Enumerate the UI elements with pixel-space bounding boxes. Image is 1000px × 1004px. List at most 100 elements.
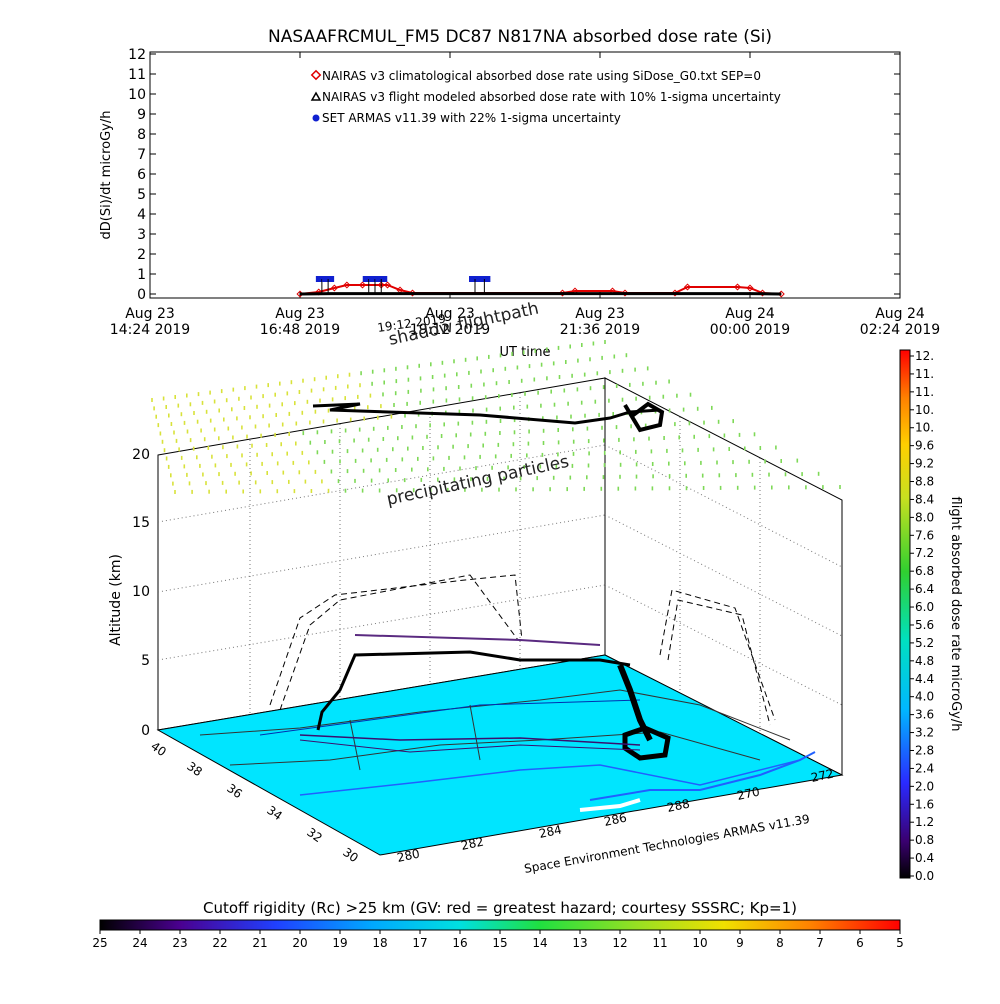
alt-tick-5: 5: [141, 653, 150, 669]
dose-tick-label: 0.8: [915, 833, 934, 847]
dose-tick-label: 10.: [915, 403, 934, 417]
rc-colorbar: Cutoff rigidity (Rc) >25 km (GV: red = g…: [92, 899, 903, 950]
legend-label: SET ARMAS v11.39 with 22% 1-sigma uncert…: [322, 111, 621, 125]
alt-tick-20: 20: [132, 447, 150, 463]
rc-tick-label: 18: [372, 936, 387, 950]
dose-tick-label: 5.2: [915, 636, 934, 650]
dose-tick-label: 1.6: [915, 797, 934, 811]
dose-tick-label: 8.4: [915, 492, 934, 506]
rc-tick-label: 13: [572, 936, 587, 950]
y-tick-label: 0: [137, 287, 146, 303]
alt-tick-10: 10: [132, 584, 150, 600]
dose-tick-label: 4.4: [915, 672, 934, 686]
dose-tick-label: 6.0: [915, 600, 934, 614]
dose-colorbar-gradient: [900, 350, 910, 878]
y-tick-label: 8: [137, 127, 146, 143]
dose-tick-label: 10.: [915, 421, 934, 435]
rc-tick-label: 6: [856, 936, 864, 950]
rc-tick-label: 16: [452, 936, 467, 950]
rc-tick-label: 24: [132, 936, 147, 950]
y-tick-label: 11: [128, 67, 146, 83]
dose-tick-label: 2.0: [915, 779, 934, 793]
x-axis-label: UT time: [500, 345, 551, 360]
y-tick-label: 10: [128, 87, 146, 103]
chart-title: NASAAFRCMUL_FM5 DC87 N817NA absorbed dos…: [268, 27, 772, 47]
x-tick-label: 21:36 2019: [560, 322, 640, 338]
rc-tick-label: 19: [332, 936, 347, 950]
rc-tick-label: 15: [492, 936, 507, 950]
dose-tick-label: 5.6: [915, 618, 934, 632]
rc-tick-label: 5: [896, 936, 904, 950]
x-tick-label: 00:00 2019: [710, 322, 790, 338]
y-tick-label: 1: [137, 267, 146, 283]
y-tick-label: 2: [137, 247, 146, 263]
rc-tick-label: 8: [776, 936, 784, 950]
rc-tick-label: 10: [692, 936, 707, 950]
dose-tick-label: 9.6: [915, 439, 934, 453]
dose-colorbar: 12. 11. 11. 10. 10. 9.6 9.2 8.8 8.4 8.0 7.6 7.2 6.8 6…: [900, 349, 963, 883]
rc-tick-label: 23: [172, 936, 187, 950]
precipitating-particles-label: precipitating particles: [385, 452, 571, 510]
rc-colorbar-label: Cutoff rigidity (Rc) >25 km (GV: red = g…: [203, 899, 797, 917]
plot-frame: [150, 52, 900, 298]
y-axis-label: dD(Si)/dt microGy/h: [99, 111, 114, 240]
alt-tick-0: 0: [141, 723, 150, 739]
altitude-axis: Altitude (km) 0 5 10 15 20: [108, 447, 150, 739]
lat-tick: 34: [264, 803, 285, 823]
rc-tick-label: 17: [412, 936, 427, 950]
rc-tick-label: 7: [816, 936, 824, 950]
rc-colorbar-gradient: [100, 920, 900, 930]
y-tick-label: 5: [137, 187, 146, 203]
dose-tick-label: 2.8: [915, 743, 934, 757]
rc-tick-label: 9: [736, 936, 744, 950]
y-tick-label: 6: [137, 167, 146, 183]
flight-track-top: [313, 404, 662, 430]
dose-tick-label: 6.4: [915, 582, 934, 596]
lat-tick: 40: [148, 739, 169, 759]
y-tick-label: 9: [137, 107, 146, 123]
x-tick-label: Aug 23: [575, 306, 625, 322]
y-tick-label: 3: [137, 227, 146, 243]
legend: NAIRAS v3 climatological absorbed dose r…: [312, 69, 781, 125]
dose-colorbar-ticks: 12. 11. 11. 10. 10. 9.6 9.2 8.8 8.4 8.0 7.6 7.2 6.8 6…: [910, 349, 934, 883]
x-tick-label: Aug 23: [275, 306, 325, 322]
dose-tick-label: 7.6: [915, 528, 934, 542]
dose-tick-label: 6.8: [915, 564, 934, 578]
y-tick-label: 12: [128, 47, 146, 63]
altitude-axis-label: Altitude (km): [108, 554, 124, 646]
x-tick-label: Aug 23: [125, 306, 175, 322]
rc-tick-label: 21: [252, 936, 267, 950]
series-layer: [297, 276, 784, 297]
rc-tick-label: 22: [212, 936, 227, 950]
rc-tick-label: 25: [92, 936, 107, 950]
rc-tick-label: 14: [532, 936, 547, 950]
dose-tick-label: 0.0: [915, 869, 934, 883]
x-tick-label: Aug 24: [725, 306, 775, 322]
dose-tick-label: 9.2: [915, 457, 934, 471]
dose-tick-label: 12.: [915, 349, 934, 363]
dose-tick-label: 7.2: [915, 546, 934, 560]
dose-tick-label: 3.6: [915, 708, 934, 722]
legend-label: NAIRAS v3 climatological absorbed dose r…: [322, 69, 761, 83]
y-tick-label: 7: [137, 147, 146, 163]
dose-tick-label: 8.8: [915, 475, 934, 489]
y-tick-label: 4: [137, 207, 146, 223]
dose-tick-label: 3.2: [915, 726, 934, 740]
dose-tick-label: 11.: [915, 385, 934, 399]
lat-tick: 38: [184, 759, 205, 779]
lat-tick: 32: [304, 825, 325, 845]
rc-tick-label: 12: [612, 936, 627, 950]
x-tick-label: 16:48 2019: [260, 322, 340, 338]
dose-tick-label: 8.0: [915, 510, 934, 524]
dose-tick-label: 4.0: [915, 690, 934, 704]
dose-tick-label: 11.: [915, 367, 934, 381]
rc-tick-label: 11: [652, 936, 667, 950]
legend-diamond-icon: [312, 71, 320, 79]
x-tick-label: 02:24 2019: [860, 322, 940, 338]
dose-colorbar-label: flight absorbed dose rate microGy/h: [948, 497, 963, 732]
legend-label: NAIRAS v3 flight modeled absorbed dose r…: [322, 90, 781, 104]
dose-tick-label: 2.4: [915, 761, 934, 775]
